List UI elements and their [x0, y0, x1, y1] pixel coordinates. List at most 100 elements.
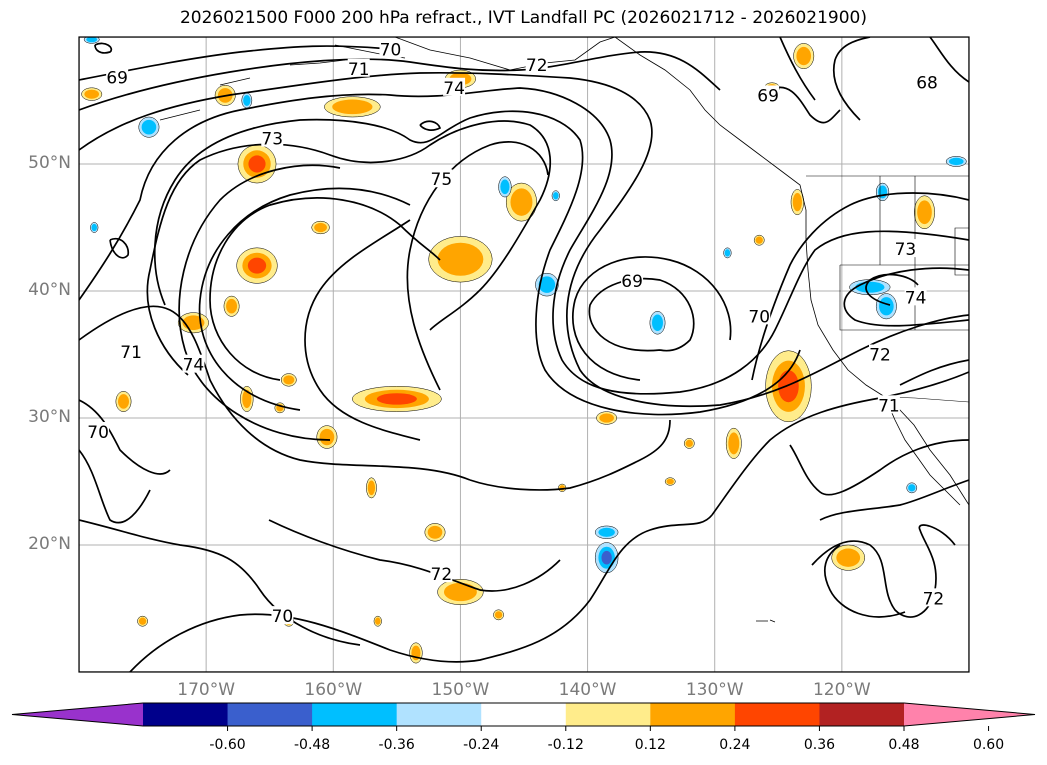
contour-line [79, 519, 361, 646]
contour-line [79, 51, 721, 111]
contour-label-bg-3 [525, 54, 548, 73]
contour-label-0: 69 [106, 69, 128, 89]
colorbar-tick-label-8: 0.48 [888, 737, 920, 753]
anomaly-patch-1 [236, 247, 278, 284]
anomaly-patch-38 [594, 525, 619, 539]
lon-label-1: 160°W [304, 680, 363, 700]
contour-label-bg-0 [106, 67, 129, 86]
colorbar-tick-label-4: -0.12 [547, 737, 584, 753]
colorbar-bin-8 [819, 703, 905, 726]
anomaly-patch-11 [437, 579, 484, 605]
contour-line [79, 71, 969, 408]
lon-label-5: 120°W [812, 680, 871, 700]
contour-label-bg-1 [379, 39, 402, 58]
anomaly-patch-52 [83, 37, 100, 44]
colorbar-bin-1 [227, 703, 313, 726]
contour-line [146, 120, 552, 376]
contour-line [711, 371, 969, 516]
contour-label-6: 75 [431, 170, 453, 190]
colorbar-tick-label-3: -0.24 [463, 737, 500, 753]
anomaly-patch-12 [831, 544, 865, 571]
contour-label-bg-7 [621, 270, 644, 289]
contour-label-14: 71 [878, 396, 900, 416]
contour-line [94, 42, 442, 259]
anomaly-patch-5 [352, 386, 442, 412]
aleutian-islands [159, 44, 406, 121]
anomaly-patch-20 [115, 391, 132, 412]
contour-label-bg-17 [87, 421, 110, 440]
anomaly-patch-28 [683, 438, 695, 449]
contour-label-17: 70 [87, 423, 109, 443]
anomaly-patch-29 [753, 234, 765, 246]
anomaly-patch-2 [324, 96, 381, 118]
anomaly-patch-4 [223, 295, 240, 317]
anomaly-patch-6 [428, 236, 493, 283]
anomaly-patch-7 [505, 182, 537, 222]
us-west-coastline [805, 239, 969, 506]
contour-line [823, 544, 906, 618]
colorbar-bin-4 [481, 703, 567, 726]
colorbar-bin-0 [143, 703, 229, 726]
contour-line [304, 219, 421, 441]
colorbar-outline [11, 702, 1036, 727]
anomaly-patch-30 [790, 189, 804, 216]
map-plot-area: 69 70 71 72 74 73 75 69 70 69 68 73 74 72 71 71 74 70 72 70… [79, 37, 969, 672]
contour-label-19: 70 [272, 607, 294, 627]
coastline [159, 37, 969, 623]
contour-label-11: 73 [895, 240, 917, 260]
colorbar-extend-low [12, 703, 143, 726]
contour-label-18: 72 [431, 565, 453, 585]
anomaly-patch-34 [373, 615, 382, 627]
contour-line [79, 399, 171, 524]
contour-line [865, 273, 919, 306]
anomaly-patch-46 [945, 156, 967, 167]
colorbar-bin-2 [312, 703, 398, 726]
contour-line [819, 479, 969, 521]
colorbar-extend-high [904, 703, 1035, 726]
anomaly-patch-16 [280, 373, 297, 387]
contour-label-bg-2 [347, 58, 370, 77]
contour-label-10: 68 [916, 74, 938, 94]
contour-labels: 69 70 71 72 74 73 75 69 70 69 68 73 74 72 71 71 74 70 72 70… [87, 39, 945, 627]
refractivity-anomaly-fills [81, 37, 967, 664]
contour-label-15: 71 [120, 343, 142, 363]
anomaly-patch-10 [725, 427, 742, 459]
lat-label-2: 30°N [28, 407, 71, 427]
contour-label-16: 74 [183, 356, 205, 376]
anomaly-patch-42 [498, 176, 512, 198]
colorbar-tick-label-2: -0.36 [378, 737, 415, 753]
contour-line [572, 256, 732, 381]
contour-label-4: 74 [443, 79, 465, 99]
contour-label-bg-15 [120, 341, 143, 360]
anomaly-patch-51 [90, 222, 99, 233]
anomaly-patch-36 [664, 477, 676, 486]
anomaly-patch-47 [241, 92, 253, 109]
contour-label-bg-11 [894, 239, 917, 258]
anomaly-patch-37 [594, 542, 619, 574]
contour-line [79, 87, 969, 395]
contour-label-5: 73 [261, 130, 283, 150]
contour-line [789, 439, 969, 496]
anomaly-patch-45 [875, 182, 890, 202]
anomaly-patch-13 [914, 195, 935, 230]
colorbar-tick-label-7: 0.36 [803, 737, 836, 753]
refractivity-contours [79, 37, 969, 672]
contour-line [178, 164, 341, 441]
contour-label-3: 72 [526, 56, 548, 76]
contour-label-9: 69 [757, 86, 779, 106]
contour-line [198, 187, 411, 411]
anomaly-patch-41 [875, 293, 897, 320]
lon-label-0: 170°W [177, 680, 236, 700]
anomaly-patch-22 [81, 87, 103, 101]
contour-line [832, 37, 969, 121]
colorbar [11, 702, 1036, 731]
contour-label-bg-14 [877, 395, 900, 414]
contour-label-2: 71 [348, 60, 370, 80]
anomaly-patch-48 [906, 482, 918, 494]
graticule [79, 37, 969, 672]
anomaly-patch-32 [137, 615, 148, 627]
contour-line [79, 45, 401, 81]
contour-label-bg-19 [271, 606, 294, 625]
contour-label-20: 72 [923, 589, 945, 609]
